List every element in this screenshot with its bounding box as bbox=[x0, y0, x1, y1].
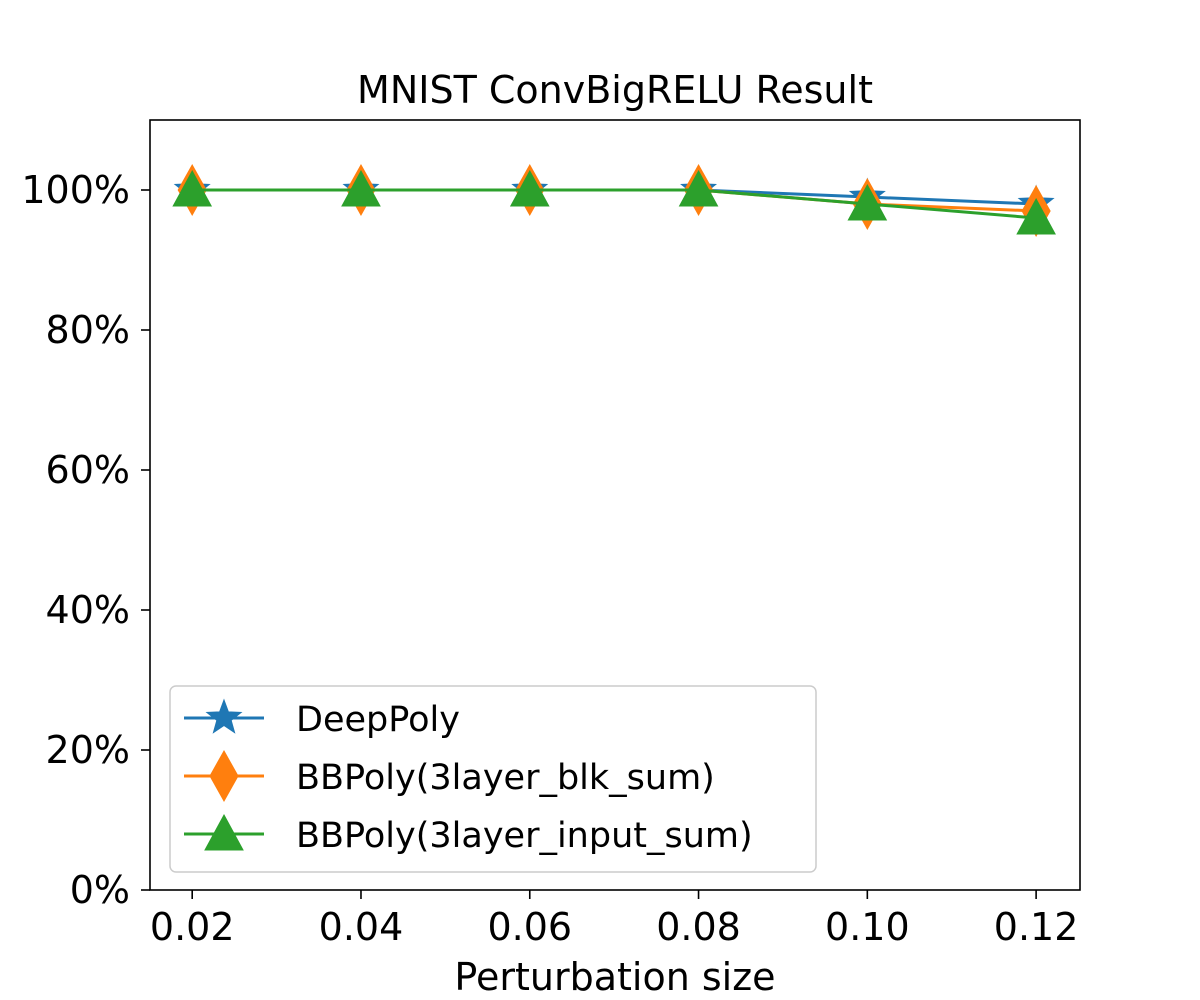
x-axis-label: Perturbation size bbox=[454, 955, 775, 999]
legend-item: BBPoly(3layer_input_sum) bbox=[184, 813, 753, 856]
legend-label: BBPoly(3layer_input_sum) bbox=[296, 816, 753, 856]
data-point-triangle bbox=[678, 169, 719, 207]
y-tick-label: 0% bbox=[70, 868, 130, 912]
x-tick-label: 0.02 bbox=[150, 905, 235, 949]
data-point-triangle bbox=[341, 169, 381, 207]
legend-item: BBPoly(3layer_blk_sum) bbox=[184, 749, 715, 803]
plot-frame bbox=[149, 119, 1081, 891]
legend-label: DeepPoly bbox=[296, 700, 460, 740]
y-tick-label: 20% bbox=[46, 728, 130, 772]
x-tick-label: 0.10 bbox=[825, 905, 910, 949]
y-tick-label: 100% bbox=[21, 168, 130, 212]
data-point-triangle bbox=[172, 169, 213, 207]
x-tick-label: 0.06 bbox=[487, 905, 572, 949]
y-tick-label: 40% bbox=[46, 588, 130, 632]
legend-item: DeepPoly bbox=[184, 698, 460, 740]
series-line bbox=[192, 188, 1037, 220]
legend-label: BBPoly(3layer_blk_sum) bbox=[296, 758, 715, 798]
chart-title: MNIST ConvBigRELU Result bbox=[357, 68, 873, 112]
x-tick-label: 0.12 bbox=[994, 905, 1079, 949]
y-tick-label: 60% bbox=[46, 448, 130, 492]
y-axis-ticks: 0% 20% 40% 60% 80% 100% bbox=[21, 168, 150, 912]
data-point-triangle bbox=[509, 169, 550, 207]
series-3 bbox=[172, 169, 1056, 235]
legend-marker-star bbox=[205, 698, 243, 734]
x-axis-ticks: 0.02 0.04 0.06 0.08 0.10 0.12 bbox=[150, 890, 1079, 949]
x-tick-label: 0.04 bbox=[319, 905, 404, 949]
data-point-triangle bbox=[1016, 197, 1056, 235]
x-tick-label: 0.08 bbox=[656, 905, 741, 949]
legend-marker-triangle bbox=[204, 813, 244, 851]
legend-marker-diamond bbox=[209, 749, 239, 803]
data-point-triangle bbox=[847, 183, 888, 221]
series-layer bbox=[172, 163, 1056, 238]
legend: DeepPoly BBPoly(3layer_blk_sum) BBPoly(3la… bbox=[169, 685, 817, 873]
y-tick-label: 80% bbox=[46, 308, 130, 352]
legend-box bbox=[169, 685, 817, 873]
